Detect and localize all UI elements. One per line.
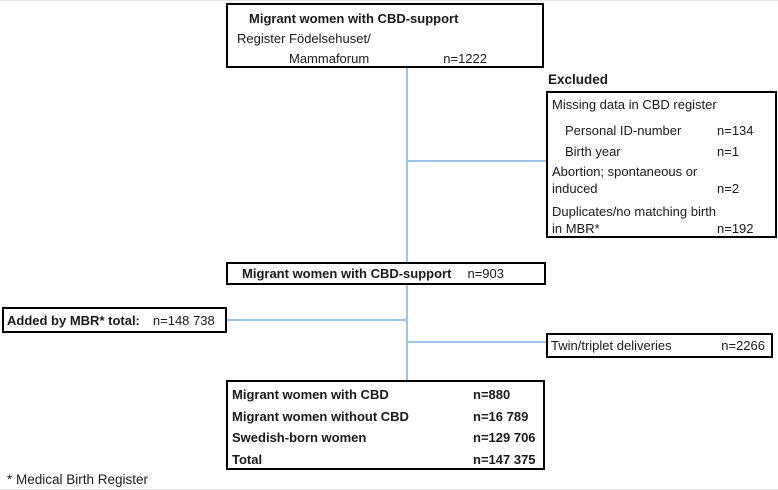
final-row: Migrant women with CBD n=880 xyxy=(232,384,543,406)
final-row-label: Migrant women without CBD xyxy=(232,408,409,424)
n-value: n=880 xyxy=(473,387,511,403)
excluded-row-label: Abortion; spontaneous or induced xyxy=(552,164,698,196)
final-row: Migrant women without CBD n=16 789 xyxy=(232,406,543,428)
excluded-row-label: Missing data in CBD register xyxy=(552,97,717,112)
connector-middle-to-final xyxy=(406,284,408,380)
footnote-mbr-definition: * Medical Birth Register xyxy=(7,472,149,487)
connector-from-mbr xyxy=(227,319,406,321)
n-value: n=16 789 xyxy=(473,408,529,424)
excluded-row: Abortion; spontaneous or induced n=2 xyxy=(552,160,771,197)
mammaforum-label: Mammaforum xyxy=(289,51,370,66)
connector-top-to-middle xyxy=(406,68,408,262)
box-title: Migrant women with CBD-support xyxy=(242,266,452,281)
final-row: Total n=147 375 xyxy=(232,449,543,471)
n-value: n=148 738 xyxy=(152,312,215,328)
final-row-label: Migrant women with CBD xyxy=(232,387,389,403)
mammaforum-line: Mammaforum n=1222 xyxy=(237,49,542,69)
n-value: n=134 xyxy=(717,123,754,138)
excluded-row-label: Personal ID-number xyxy=(565,123,682,138)
box-title: Added by MBR* total: xyxy=(7,312,140,328)
final-row: Swedish-born women n=129 706 xyxy=(232,427,543,449)
n-value: n=2266 xyxy=(721,338,765,353)
excluded-row: Personal ID-number n=134 xyxy=(552,116,771,139)
n-value: n=903 xyxy=(467,266,504,281)
box-cbd-support-initial: Migrant women with CBD-support Register … xyxy=(226,3,544,68)
excluded-heading: Excluded xyxy=(548,72,609,87)
excluded-row-label: Duplicates/no matching birth in MBR* xyxy=(552,204,717,236)
excluded-row-label: Birth year xyxy=(565,144,621,159)
n-value: n=1 xyxy=(717,144,740,159)
final-row-label: Swedish-born women xyxy=(232,430,367,446)
n-value: n=1222 xyxy=(443,51,487,66)
box-added-by-mbr: Added by MBR* total: n=148 738 xyxy=(2,307,227,333)
connector-to-excluded xyxy=(406,160,546,162)
box-cbd-support-after-exclusion: Migrant women with CBD-support n=903 xyxy=(226,262,546,285)
excluded-row: Duplicates/no matching birth in MBR* n=1… xyxy=(552,197,771,237)
register-line: Register Födelsehuset/ xyxy=(237,31,371,46)
connector-to-twin xyxy=(406,341,546,343)
excluded-row: Birth year n=1 xyxy=(552,139,771,160)
box-twin-triplet-deliveries: Twin/triplet deliveries n=2266 xyxy=(546,333,773,358)
n-value: n=129 706 xyxy=(473,430,536,446)
box-excluded: Missing data in CBD register Personal ID… xyxy=(546,91,777,238)
n-value: n=2 xyxy=(717,181,740,196)
final-row-label: Total xyxy=(232,451,263,467)
box-title: Twin/triplet deliveries xyxy=(551,338,672,353)
box-final-study-population: Migrant women with CBD n=880 Migrant wom… xyxy=(226,380,545,470)
n-value: n=192 xyxy=(717,221,754,236)
figure-top-rule xyxy=(0,0,778,1)
box-title: Migrant women with CBD-support xyxy=(249,11,459,26)
excluded-row: Missing data in CBD register xyxy=(552,96,771,116)
n-value: n=147 375 xyxy=(473,451,536,467)
